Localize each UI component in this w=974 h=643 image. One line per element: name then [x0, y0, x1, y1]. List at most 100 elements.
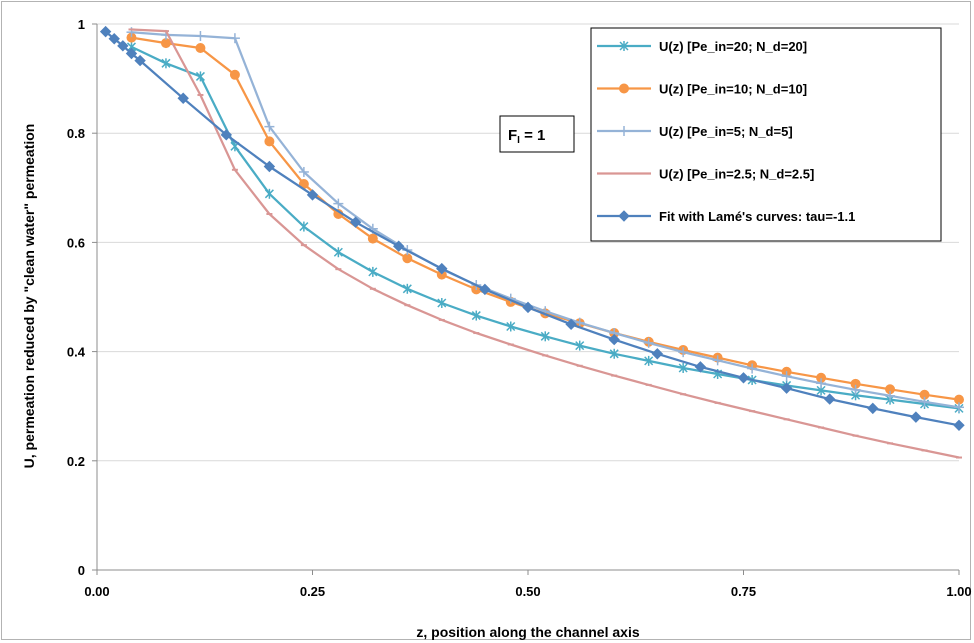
legend-label: Fit with Lamé's curves: tau=-1.1: [659, 209, 855, 224]
data-point-diamond: [823, 393, 836, 405]
legend-item-1: U(z) [Pe_in=20; N_d=20]: [597, 39, 807, 54]
data-point-star: [540, 331, 550, 342]
data-point-diamond: [177, 92, 189, 104]
data-point-star: [619, 41, 629, 51]
data-point-plus: [885, 390, 896, 401]
data-point-diamond: [780, 382, 793, 394]
data-point-circle: [229, 69, 240, 80]
legend-border: [590, 27, 942, 242]
data-point-circle: [402, 253, 413, 264]
y-tick-label: 0.6: [67, 235, 85, 250]
legend-item-3: U(z) [Pe_in=5; N_d=5]: [597, 124, 793, 139]
data-point-diamond: [867, 402, 879, 415]
data-point-circle: [160, 38, 171, 49]
data-point-plus: [333, 198, 344, 209]
data-point-star: [299, 221, 309, 232]
data-point-star: [471, 310, 481, 321]
legend: U(z) [Pe_in=20; N_d=20] U(z) [Pe_in=10; N…: [590, 27, 942, 242]
data-point-star: [678, 362, 688, 373]
y-tick-label: 0.2: [67, 454, 85, 469]
data-point-diamond: [125, 47, 138, 60]
data-point-diamond: [565, 318, 577, 331]
legend-label: U(z) [Pe_in=10; N_d=10]: [659, 82, 807, 97]
data-point-diamond: [618, 210, 630, 222]
data-point-circle: [619, 83, 629, 94]
x-tick-label: 1.00: [946, 584, 971, 599]
legend-label: U(z) [Pe_in=20; N_d=20]: [659, 39, 807, 54]
annotation-subscript: I: [517, 135, 520, 146]
data-point-star: [264, 188, 274, 199]
data-point-diamond: [349, 216, 362, 228]
data-point-star: [575, 340, 585, 351]
data-point-diamond: [99, 25, 112, 38]
data-point-diamond: [108, 33, 120, 45]
annotation-main: F: [508, 127, 517, 144]
data-point-diamond: [436, 262, 448, 275]
data-point-star: [506, 321, 516, 332]
series-group: [99, 25, 965, 459]
data-point-diamond: [392, 240, 405, 252]
data-point-diamond: [694, 361, 707, 373]
x-tick-label: 0.75: [731, 584, 756, 599]
series-5: [99, 25, 965, 432]
legend-item-5: Fit with Lamé's curves: tau=-1.1: [597, 209, 855, 224]
series-4: [128, 28, 962, 459]
y-tick-label: 0.4: [67, 345, 86, 360]
x-axis-title: z, position along the channel axis: [416, 624, 639, 640]
data-point-plus: [195, 31, 206, 42]
data-point-plus: [712, 355, 723, 366]
axes: [92, 23, 960, 575]
data-point-diamond: [651, 348, 664, 360]
data-point-plus: [574, 317, 585, 328]
data-point-diamond: [608, 333, 620, 346]
data-point-star: [195, 71, 205, 82]
data-point-star: [402, 283, 412, 294]
annotation-box: FI = 1: [499, 115, 575, 153]
data-point-diamond: [910, 411, 922, 423]
data-point-diamond: [117, 40, 129, 52]
data-point-circle: [264, 136, 275, 147]
data-point-plus: [747, 363, 758, 374]
data-point-plus: [816, 378, 827, 389]
data-point-diamond: [522, 301, 534, 314]
data-point-plus: [619, 126, 629, 136]
data-point-circle: [195, 43, 206, 54]
data-point-diamond: [737, 372, 750, 384]
annotation-suffix: = 1: [520, 127, 545, 144]
annotation-border: [499, 115, 575, 153]
data-point-star: [333, 247, 343, 258]
y-axis-title: U, permeation reduced by "clean water" p…: [21, 124, 37, 469]
data-point-plus: [298, 166, 309, 177]
tick-labels: 0 0.2 0.4 0.6 0.8 1 0.00 0.25 0.50 0.75 1.00: [67, 17, 972, 599]
x-tick-label: 0.00: [84, 584, 109, 599]
data-point-plus: [264, 121, 275, 132]
legend-item-2: U(z) [Pe_in=10; N_d=10]: [597, 82, 807, 97]
y-tick-label: 0: [78, 563, 85, 578]
data-point-plus: [919, 396, 930, 407]
legend-label: U(z) [Pe_in=5; N_d=5]: [659, 124, 793, 139]
data-point-plus: [643, 337, 654, 348]
legend-item-4: U(z) [Pe_in=2.5; N_d=2.5]: [597, 167, 814, 182]
data-point-diamond: [306, 189, 319, 201]
data-point-plus: [229, 33, 240, 44]
annotation-text: FI = 1: [508, 127, 545, 146]
y-tick-label: 1: [78, 17, 85, 32]
data-point-star: [368, 266, 378, 277]
data-point-diamond: [953, 419, 965, 432]
data-point-star: [161, 58, 171, 69]
gridlines: [97, 23, 959, 462]
data-point-star: [437, 298, 447, 309]
data-point-plus: [954, 402, 964, 413]
y-tick-label: 0.8: [67, 126, 85, 141]
data-point-plus: [678, 347, 689, 358]
data-point-plus: [850, 384, 861, 395]
data-point-diamond: [134, 54, 146, 67]
legend-label: U(z) [Pe_in=2.5; N_d=2.5]: [659, 167, 814, 182]
data-point-diamond: [479, 283, 491, 296]
data-point-star: [644, 355, 654, 366]
data-point-diamond: [220, 129, 233, 141]
data-point-circle: [367, 233, 378, 244]
x-tick-label: 0.50: [515, 584, 540, 599]
data-point-diamond: [263, 160, 276, 173]
